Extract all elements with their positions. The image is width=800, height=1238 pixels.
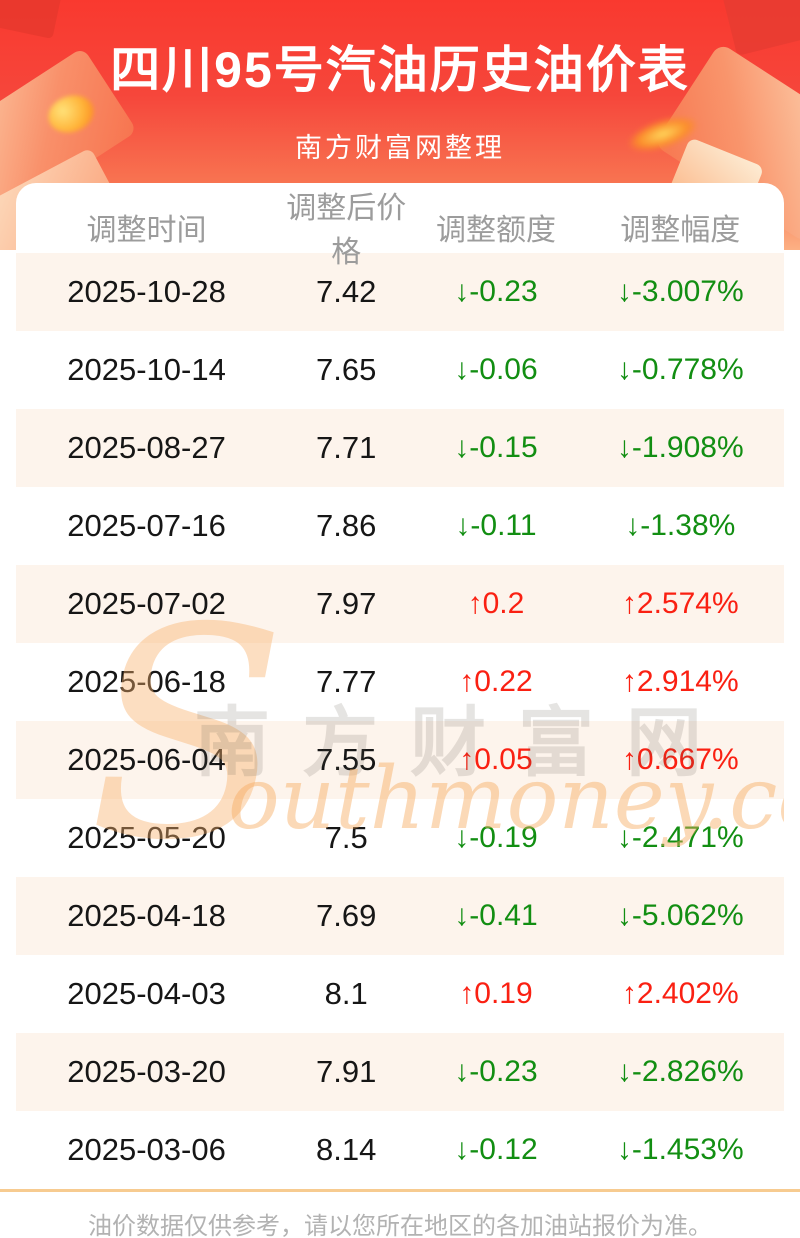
cell-date: 2025-08-27 bbox=[67, 430, 226, 465]
cell-price: 8.1 bbox=[324, 976, 368, 1011]
cell-percent: ↓-0.778% bbox=[616, 353, 744, 386]
cell-percent: ↑2.574% bbox=[621, 587, 739, 620]
column-header-price: 调整后价格 bbox=[286, 192, 407, 269]
table-row: 2025-07-16 7.86 ↓-0.11 ↓-1.38% bbox=[16, 487, 784, 565]
cell-date: 2025-10-14 bbox=[67, 352, 226, 387]
cell-percent: ↓-1.38% bbox=[625, 509, 736, 542]
table-header-row: 调整时间 调整后价格 调整额度 调整幅度 bbox=[16, 183, 784, 269]
cell-change: ↑0.22 bbox=[459, 665, 533, 698]
cell-date: 2025-03-20 bbox=[67, 1054, 226, 1089]
cell-price: 7.55 bbox=[316, 742, 377, 777]
cell-price: 7.69 bbox=[316, 898, 377, 933]
table-row: 2025-03-06 8.14 ↓-0.12 ↓-1.453% bbox=[16, 1111, 784, 1189]
cell-date: 2025-04-18 bbox=[67, 898, 226, 933]
column-header-change: 调整额度 bbox=[435, 214, 556, 247]
cell-change: ↑0.05 bbox=[459, 743, 533, 776]
cell-change: ↑0.19 bbox=[459, 977, 533, 1010]
page-title: 四川95号汽油历史油价表 bbox=[110, 42, 690, 98]
table-body: 2025-10-28 7.42 ↓-0.23 ↓-3.007% 2025-10-… bbox=[16, 253, 784, 1189]
footer-note: 油价数据仅供参考，请以您所在地区的各加油站报价为准。 bbox=[88, 1213, 712, 1238]
footer: 油价数据仅供参考，请以您所在地区的各加油站报价为准。 bbox=[0, 1189, 800, 1238]
cell-price: 7.97 bbox=[316, 586, 377, 621]
cell-percent: ↓-5.062% bbox=[616, 899, 744, 932]
cell-change: ↑0.2 bbox=[467, 587, 525, 620]
cell-date: 2025-07-16 bbox=[67, 508, 226, 543]
table-row: 2025-08-27 7.71 ↓-0.15 ↓-1.908% bbox=[16, 409, 784, 487]
cell-change: ↓-0.41 bbox=[454, 899, 538, 932]
cell-price: 7.77 bbox=[316, 664, 377, 699]
cell-date: 2025-06-18 bbox=[67, 664, 226, 699]
table-row: 2025-05-20 7.5 ↓-0.19 ↓-2.471% bbox=[16, 799, 784, 877]
table-row: 2025-06-04 7.55 ↑0.05 ↑0.667% bbox=[16, 721, 784, 799]
cell-date: 2025-05-20 bbox=[67, 820, 226, 855]
cell-price: 7.91 bbox=[316, 1054, 377, 1089]
column-header-date: 调整时间 bbox=[86, 214, 207, 247]
cell-date: 2025-06-04 bbox=[67, 742, 226, 777]
cell-change: ↓-0.12 bbox=[454, 1133, 538, 1166]
cell-price: 8.14 bbox=[316, 1132, 377, 1167]
cell-price: 7.42 bbox=[316, 274, 377, 309]
cell-change: ↓-0.15 bbox=[454, 431, 538, 464]
cell-price: 7.86 bbox=[316, 508, 377, 543]
cell-percent: ↓-1.453% bbox=[616, 1133, 744, 1166]
cell-price: 7.65 bbox=[316, 352, 377, 387]
table-row: 2025-07-02 7.97 ↑0.2 ↑2.574% bbox=[16, 565, 784, 643]
cell-change: ↓-0.23 bbox=[454, 1055, 538, 1088]
cell-date: 2025-10-28 bbox=[67, 274, 226, 309]
footer-divider bbox=[0, 1189, 800, 1192]
cell-date: 2025-04-03 bbox=[67, 976, 226, 1011]
price-table-card: 调整时间 调整后价格 调整额度 调整幅度 2025-10-28 7.42 ↓-0… bbox=[16, 183, 784, 1189]
cell-percent: ↑0.667% bbox=[621, 743, 739, 776]
cell-percent: ↑2.402% bbox=[621, 977, 739, 1010]
cell-change: ↓-0.19 bbox=[454, 821, 538, 854]
cell-change: ↓-0.11 bbox=[455, 509, 537, 542]
table-row: 2025-03-20 7.91 ↓-0.23 ↓-2.826% bbox=[16, 1033, 784, 1111]
cell-percent: ↓-2.826% bbox=[616, 1055, 744, 1088]
column-header-percent: 调整幅度 bbox=[620, 214, 741, 247]
cell-percent: ↓-2.471% bbox=[616, 821, 744, 854]
cell-price: 7.5 bbox=[324, 820, 368, 855]
cell-percent: ↓-1.908% bbox=[616, 431, 744, 464]
cell-date: 2025-03-06 bbox=[67, 1132, 226, 1167]
cell-price: 7.71 bbox=[316, 430, 377, 465]
cell-date: 2025-07-02 bbox=[67, 586, 226, 621]
cell-percent: ↓-3.007% bbox=[616, 275, 744, 308]
table-row: 2025-04-03 8.1 ↑0.19 ↑2.402% bbox=[16, 955, 784, 1033]
cell-percent: ↑2.914% bbox=[621, 665, 739, 698]
table-row: 2025-04-18 7.69 ↓-0.41 ↓-5.062% bbox=[16, 877, 784, 955]
table-row: 2025-10-28 7.42 ↓-0.23 ↓-3.007% bbox=[16, 253, 784, 331]
page-subtitle: 南方财富网整理 bbox=[295, 133, 505, 163]
table-row: 2025-06-18 7.77 ↑0.22 ↑2.914% bbox=[16, 643, 784, 721]
cell-change: ↓-0.06 bbox=[454, 353, 538, 386]
table-row: 2025-10-14 7.65 ↓-0.06 ↓-0.778% bbox=[16, 331, 784, 409]
cell-change: ↓-0.23 bbox=[454, 275, 538, 308]
